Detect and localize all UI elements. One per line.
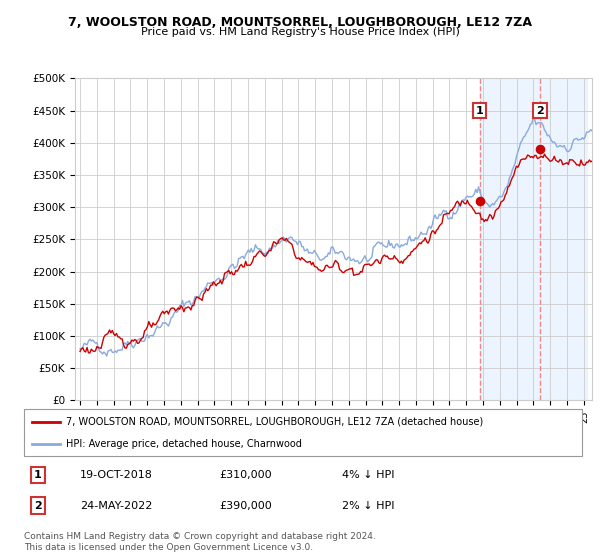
Text: 1: 1 xyxy=(34,470,42,480)
Text: This data is licensed under the Open Government Licence v3.0.: This data is licensed under the Open Gov… xyxy=(24,543,313,552)
Text: HPI: Average price, detached house, Charnwood: HPI: Average price, detached house, Char… xyxy=(66,438,302,449)
Text: 2: 2 xyxy=(536,106,544,115)
Text: 1: 1 xyxy=(476,106,484,115)
Text: 2% ↓ HPI: 2% ↓ HPI xyxy=(342,501,395,511)
Text: 24-MAY-2022: 24-MAY-2022 xyxy=(80,501,152,511)
Text: 19-OCT-2018: 19-OCT-2018 xyxy=(80,470,152,480)
Text: £310,000: £310,000 xyxy=(220,470,272,480)
Text: Contains HM Land Registry data © Crown copyright and database right 2024.: Contains HM Land Registry data © Crown c… xyxy=(24,532,376,541)
Text: £390,000: £390,000 xyxy=(220,501,272,511)
Text: 7, WOOLSTON ROAD, MOUNTSORREL, LOUGHBOROUGH, LE12 7ZA: 7, WOOLSTON ROAD, MOUNTSORREL, LOUGHBORO… xyxy=(68,16,532,29)
FancyBboxPatch shape xyxy=(24,409,582,456)
Bar xyxy=(479,78,587,400)
Text: Price paid vs. HM Land Registry's House Price Index (HPI): Price paid vs. HM Land Registry's House … xyxy=(140,27,460,37)
Point xyxy=(475,197,485,206)
Text: 2: 2 xyxy=(34,501,42,511)
Text: 4% ↓ HPI: 4% ↓ HPI xyxy=(342,470,395,480)
Point xyxy=(535,145,545,154)
Text: 7, WOOLSTON ROAD, MOUNTSORREL, LOUGHBOROUGH, LE12 7ZA (detached house): 7, WOOLSTON ROAD, MOUNTSORREL, LOUGHBORO… xyxy=(66,417,483,427)
